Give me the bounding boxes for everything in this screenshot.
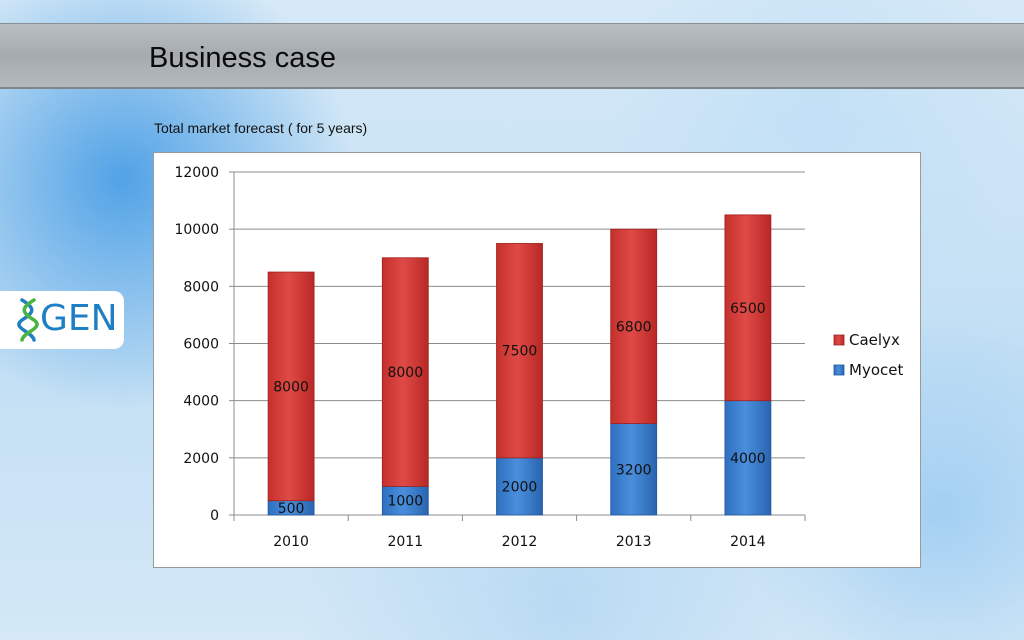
axes: 0 2000 4000 6000 8000 10000 12000 2010 2011 2012 2… bbox=[174, 165, 806, 550]
bar-myocet-2013 bbox=[610, 423, 658, 516]
y-tick-label: 10000 bbox=[174, 222, 219, 238]
data-label-caelyx-2013: 6800 bbox=[616, 319, 652, 335]
legend-swatch-caelyx bbox=[833, 334, 845, 346]
data-label-myocet-2010: 500 bbox=[278, 501, 305, 517]
bar-caelyx-2012 bbox=[496, 243, 543, 459]
chart-frame: 0 2000 4000 6000 8000 10000 12000 2010 2011 2012 2… bbox=[153, 152, 921, 568]
data-label-myocet-2011: 1000 bbox=[387, 494, 423, 510]
logo-text: GEN bbox=[40, 298, 118, 339]
data-label-myocet-2014: 4000 bbox=[730, 451, 766, 467]
bar-myocet-2014 bbox=[724, 400, 772, 516]
chart-caption: Total market forecast ( for 5 years) bbox=[154, 120, 368, 136]
y-tick-label: 0 bbox=[210, 508, 219, 524]
x-tick-label: 2012 bbox=[502, 534, 538, 550]
x-tick-label: 2013 bbox=[616, 534, 652, 550]
data-label-caelyx-2010: 8000 bbox=[273, 379, 309, 395]
y-tick-label: 6000 bbox=[183, 337, 219, 353]
data-labels: 500 8000 1000 8000 2000 7500 3200 6800 4000 6500 bbox=[273, 301, 765, 517]
page-title: Business case bbox=[149, 42, 336, 74]
bar-myocet-2012 bbox=[496, 457, 543, 516]
y-tick-label: 2000 bbox=[183, 451, 219, 467]
y-tick-label: 12000 bbox=[174, 165, 219, 181]
y-tick-label: 4000 bbox=[183, 394, 219, 410]
stacked-bar-chart: 0 2000 4000 6000 8000 10000 12000 2010 2011 2012 2… bbox=[174, 165, 903, 550]
x-tick-label: 2011 bbox=[387, 534, 423, 550]
bar-caelyx-2011 bbox=[381, 257, 429, 487]
data-label-caelyx-2012: 7500 bbox=[502, 344, 538, 360]
bar-caelyx-2013 bbox=[610, 228, 658, 424]
legend-label-myocet: Myocet bbox=[849, 361, 903, 379]
header-band bbox=[0, 23, 1024, 89]
bar-caelyx-2010 bbox=[267, 271, 315, 502]
data-label-myocet-2013: 3200 bbox=[616, 462, 652, 478]
gen-logo: GEN bbox=[0, 291, 124, 349]
y-tick-label: 8000 bbox=[183, 279, 219, 295]
x-tick-label: 2014 bbox=[730, 534, 766, 550]
data-label-caelyx-2014: 6500 bbox=[730, 301, 766, 317]
bars bbox=[267, 214, 772, 516]
legend-swatch-myocet bbox=[833, 364, 845, 376]
bar-caelyx-2014 bbox=[724, 214, 772, 402]
legend-label-caelyx: Caelyx bbox=[849, 331, 900, 349]
x-tick-label: 2010 bbox=[273, 534, 309, 550]
bar-myocet-2011 bbox=[381, 486, 429, 516]
dna-helix-icon bbox=[17, 298, 39, 342]
data-label-caelyx-2011: 8000 bbox=[387, 365, 423, 381]
legend: Caelyx Myocet bbox=[833, 331, 903, 379]
data-label-myocet-2012: 2000 bbox=[502, 479, 538, 495]
